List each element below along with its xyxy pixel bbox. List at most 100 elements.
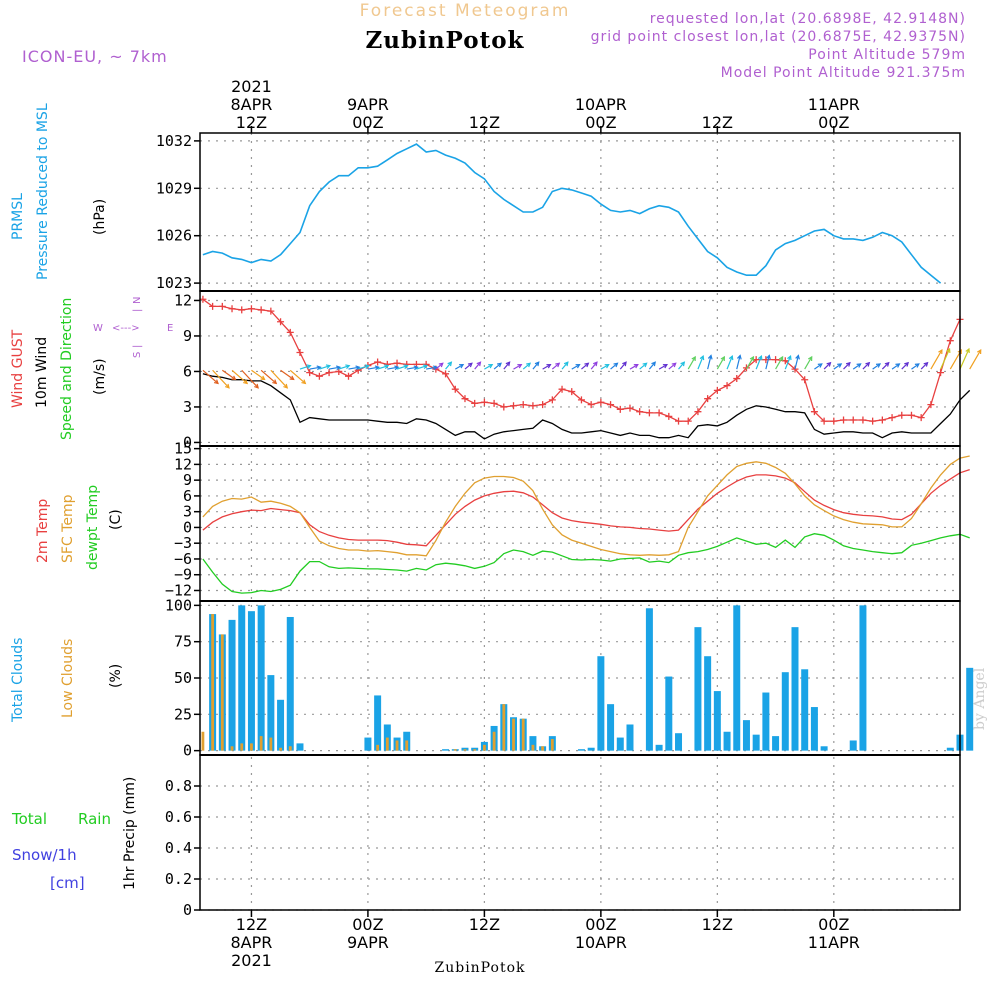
time-label-top: 12Z	[469, 113, 500, 132]
gust-marker	[946, 337, 954, 345]
low-cloud-bar	[230, 746, 234, 751]
wind-direction-arrow	[416, 364, 429, 370]
time-label-top: 00Z	[818, 113, 849, 132]
gust-marker	[374, 358, 382, 366]
total-cloud-bar	[286, 616, 294, 751]
compass-west: W	[93, 323, 103, 334]
wind-direction-arrow	[930, 348, 943, 370]
time-label-bottom: 00Z	[818, 915, 849, 934]
low-cloud-bar	[201, 731, 205, 751]
gust-marker	[393, 359, 401, 367]
date-label-top: 9APR	[347, 95, 389, 114]
y-tick-label: 12	[174, 455, 192, 473]
total-cloud-bar	[752, 734, 760, 751]
y-tick-label: 1026	[156, 227, 192, 245]
wind-direction-arrow	[639, 362, 648, 370]
y-tick-label: 25	[174, 705, 192, 723]
low-cloud-bar	[288, 746, 292, 751]
y-tick-label: 6	[183, 487, 192, 505]
y-tick-label: 75	[174, 633, 192, 651]
compass-arrows: <--->	[112, 323, 140, 334]
low-cloud-bar	[259, 736, 263, 751]
time-label-bottom: 00Z	[352, 915, 383, 934]
gust-marker	[461, 395, 469, 403]
y-tick-label: 15	[174, 440, 192, 458]
gust-marker	[665, 412, 673, 420]
wind-direction-arrow	[745, 355, 755, 370]
wind-direction-arrow	[241, 369, 259, 389]
y-tick-label: 0.4	[165, 839, 192, 857]
gust-marker	[529, 402, 537, 410]
gust-marker	[228, 305, 236, 313]
low-cloud-bar	[512, 718, 515, 751]
low-cloud-bar	[250, 743, 253, 751]
gust-marker	[849, 416, 857, 424]
wind-direction-arrow	[474, 361, 482, 370]
gust-marker	[209, 302, 217, 310]
gust-marker	[548, 396, 556, 404]
low-cloud-bar	[376, 744, 380, 751]
low-cloud-bar	[279, 747, 282, 751]
gust-marker	[597, 398, 605, 406]
wind-direction-arrow	[221, 369, 237, 381]
precip-label-cm: [cm]	[50, 874, 85, 892]
wind-direction-arrow	[338, 364, 351, 370]
low-cloud-bar	[269, 737, 273, 751]
low-cloud-bar	[521, 718, 525, 751]
wind-direction-arrow	[484, 363, 494, 370]
wind-direction-arrow	[387, 365, 400, 371]
closest-coords: grid point closest lon,lat (20.6875E, 42…	[591, 29, 966, 45]
pressure-unit: (hPa)	[92, 199, 108, 235]
total-cloud-bar	[364, 737, 372, 751]
sfc-temp-line	[202, 455, 970, 557]
total-cloud-bar	[228, 619, 236, 751]
y-tick-label: 3	[183, 398, 192, 416]
low-cloud-bar	[405, 740, 409, 751]
wind-direction-arrow	[319, 364, 332, 370]
gust-marker	[568, 388, 576, 396]
low-cloud-bar	[531, 744, 535, 751]
wind-direction-arrow	[610, 362, 619, 370]
total-cloud-bar	[704, 656, 712, 751]
gust-marker	[238, 306, 246, 314]
wind-direction-arrow	[678, 361, 686, 370]
credit-watermark: by Angel	[972, 667, 988, 730]
wind-label-3: Speed and Direction	[59, 298, 75, 440]
wind-direction-arrow	[648, 361, 656, 370]
temp-label-1: 2m Temp	[35, 499, 51, 563]
wind-direction-arrow	[726, 354, 734, 370]
prmsl-line	[202, 143, 942, 284]
total-cloud-bar	[820, 746, 828, 751]
total-cloud-bar	[296, 743, 304, 751]
date-label-bottom: 11APR	[808, 933, 860, 952]
chart-title: Forecast Meteogram	[360, 1, 571, 21]
wind-speed-line	[202, 373, 971, 440]
wind-direction-arrow	[959, 347, 970, 370]
wind-direction-arrow	[833, 363, 843, 370]
wind-direction-arrow	[309, 365, 322, 371]
gust-marker	[675, 417, 683, 425]
wind-direction-arrow	[289, 369, 307, 385]
gust-marker	[840, 416, 848, 424]
total-cloud-bar	[781, 672, 789, 751]
wind-direction-arrow	[493, 362, 502, 370]
total-cloud-bar	[772, 736, 780, 751]
y-tick-label: 50	[174, 669, 192, 687]
gust-marker	[927, 401, 935, 409]
wind-direction-arrow	[367, 365, 380, 371]
requested-coords: requested lon,lat (20.6898E, 42.9148N)	[650, 11, 966, 27]
date-label-bottom: 8APR	[230, 933, 272, 952]
gust-marker	[636, 408, 644, 416]
gust-marker	[558, 385, 566, 393]
y-tick-label: 0	[183, 433, 192, 451]
low-cloud-bar	[220, 634, 224, 751]
wind-label-1: Wind GUST	[10, 329, 26, 408]
y-tick-label: 0.6	[165, 808, 192, 826]
total-cloud-bar	[849, 740, 857, 751]
wind-direction-arrow	[716, 355, 725, 370]
low-cloud-bar	[240, 743, 244, 751]
low-cloud-bar	[482, 744, 486, 751]
gust-marker	[723, 382, 731, 390]
compass-east: E	[167, 323, 173, 334]
total-cloud-bar	[238, 605, 246, 751]
